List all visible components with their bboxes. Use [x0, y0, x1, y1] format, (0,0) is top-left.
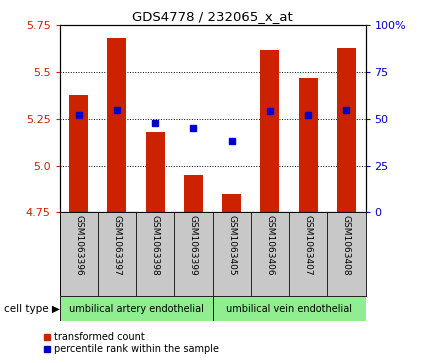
Bar — [60, 296, 212, 321]
Bar — [69, 95, 88, 212]
Title: GDS4778 / 232065_x_at: GDS4778 / 232065_x_at — [132, 10, 293, 23]
Text: GSM1063405: GSM1063405 — [227, 215, 236, 276]
Text: cell type ▶: cell type ▶ — [4, 303, 60, 314]
Text: GSM1063399: GSM1063399 — [189, 215, 198, 276]
Text: umbilical artery endothelial: umbilical artery endothelial — [68, 303, 204, 314]
Bar — [327, 212, 366, 296]
Bar — [184, 175, 203, 212]
Text: GSM1063407: GSM1063407 — [303, 215, 313, 276]
Bar — [222, 194, 241, 212]
Text: GSM1063406: GSM1063406 — [265, 215, 275, 276]
Bar — [60, 212, 98, 296]
Legend: transformed count, percentile rank within the sample: transformed count, percentile rank withi… — [39, 329, 223, 358]
Bar — [174, 212, 212, 296]
Bar — [298, 78, 317, 212]
Text: GSM1063408: GSM1063408 — [342, 215, 351, 276]
Text: GSM1063396: GSM1063396 — [74, 215, 83, 276]
Bar — [251, 212, 289, 296]
Bar — [337, 48, 356, 212]
Text: GSM1063397: GSM1063397 — [112, 215, 122, 276]
Bar — [136, 212, 174, 296]
Bar — [145, 132, 164, 212]
Bar — [260, 50, 280, 212]
Bar — [212, 296, 366, 321]
Bar — [212, 212, 251, 296]
Bar — [289, 212, 327, 296]
Text: umbilical vein endothelial: umbilical vein endothelial — [226, 303, 352, 314]
Bar — [107, 38, 127, 212]
Bar — [98, 212, 136, 296]
Text: GSM1063398: GSM1063398 — [150, 215, 160, 276]
